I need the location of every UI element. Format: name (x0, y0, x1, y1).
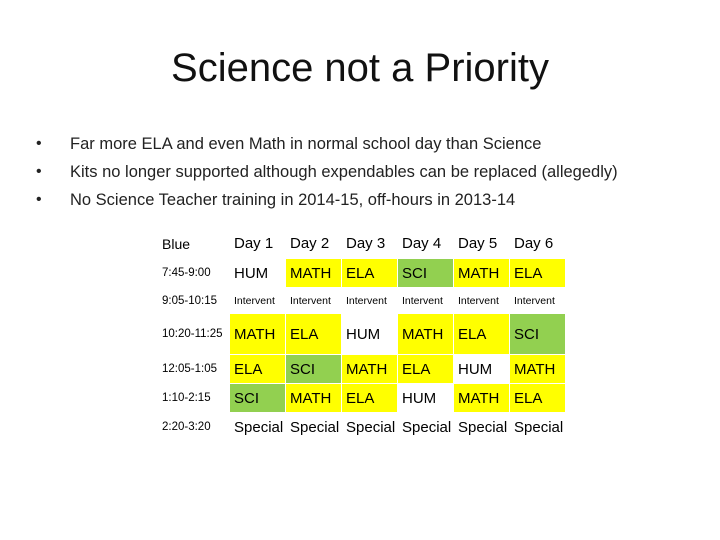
bullet-marker: • (36, 163, 42, 180)
day-header: Day 2 (285, 228, 342, 259)
subject-cell: Special (453, 412, 510, 442)
subject-cell: Intervent (397, 287, 454, 314)
subject-cell: MATH (229, 313, 286, 355)
time-cell: 2:20-3:20 (157, 412, 230, 442)
bullet-item: • No Science Teacher training in 2014-15,… (36, 186, 706, 214)
bullet-marker: • (36, 135, 42, 152)
slide-title: Science not a Priority (171, 46, 549, 90)
table-row: 12:05-1:05 ELA SCI MATH ELA HUM MATH (157, 354, 566, 384)
subject-cell: MATH (285, 258, 342, 288)
table-header-row: Blue Day 1 Day 2 Day 3 Day 4 Day 5 Day 6 (157, 228, 566, 259)
subject-cell: MATH (509, 354, 566, 384)
day-header: Day 1 (229, 228, 286, 259)
subject-cell: HUM (397, 383, 454, 413)
subject-cell: Intervent (341, 287, 398, 314)
time-cell: 1:10-2:15 (157, 383, 230, 413)
bullet-text: Kits no longer supported although expend… (70, 163, 618, 181)
subject-cell: ELA (229, 354, 286, 384)
subject-cell: MATH (453, 258, 510, 288)
bullet-marker: • (36, 191, 42, 208)
subject-cell: ELA (285, 313, 342, 355)
subject-cell: HUM (453, 354, 510, 384)
subject-cell: ELA (509, 383, 566, 413)
table-row: 7:45-9:00 HUM MATH ELA SCI MATH ELA (157, 258, 566, 288)
subject-cell: ELA (341, 383, 398, 413)
corner-cell: Blue (157, 228, 230, 259)
subject-cell: Special (285, 412, 342, 442)
day-header: Day 5 (453, 228, 510, 259)
schedule-table: Blue Day 1 Day 2 Day 3 Day 4 Day 5 Day 6… (157, 228, 566, 442)
time-cell: 12:05-1:05 (157, 354, 230, 384)
table-row: 2:20-3:20 Special Special Special Specia… (157, 412, 566, 442)
table-row: 1:10-2:15 SCI MATH ELA HUM MATH ELA (157, 383, 566, 413)
day-header: Day 3 (341, 228, 398, 259)
day-header: Day 4 (397, 228, 454, 259)
bullet-item: • Far more ELA and even Math in normal sc… (36, 130, 706, 158)
subject-cell: HUM (229, 258, 286, 288)
time-cell: 7:45-9:00 (157, 258, 230, 288)
subject-cell: Intervent (229, 287, 286, 314)
table-row: 9:05-10:15 Intervent Intervent Intervent… (157, 287, 566, 314)
bullet-list: • Far more ELA and even Math in normal sc… (36, 130, 706, 214)
subject-cell: ELA (397, 354, 454, 384)
table-row: 10:20-11:25 MATH ELA HUM MATH ELA SCI (157, 313, 566, 355)
subject-cell: Special (509, 412, 566, 442)
subject-cell: ELA (341, 258, 398, 288)
subject-cell: Special (397, 412, 454, 442)
subject-cell: HUM (341, 313, 398, 355)
subject-cell: ELA (509, 258, 566, 288)
subject-cell: Special (341, 412, 398, 442)
subject-cell: SCI (509, 313, 566, 355)
bullet-text: Far more ELA and even Math in normal sch… (70, 135, 542, 153)
subject-cell: SCI (229, 383, 286, 413)
time-cell: 9:05-10:15 (157, 287, 230, 314)
subject-cell: MATH (453, 383, 510, 413)
bullet-item: • Kits no longer supported although expen… (36, 158, 706, 186)
subject-cell: Intervent (453, 287, 510, 314)
bullet-text: No Science Teacher training in 2014-15, … (70, 191, 516, 209)
subject-cell: MATH (397, 313, 454, 355)
day-header: Day 6 (509, 228, 566, 259)
subject-cell: SCI (397, 258, 454, 288)
time-cell: 10:20-11:25 (157, 313, 230, 355)
subject-cell: Special (229, 412, 286, 442)
subject-cell: MATH (285, 383, 342, 413)
subject-cell: Intervent (509, 287, 566, 314)
subject-cell: ELA (453, 313, 510, 355)
subject-cell: MATH (341, 354, 398, 384)
subject-cell: SCI (285, 354, 342, 384)
subject-cell: Intervent (285, 287, 342, 314)
